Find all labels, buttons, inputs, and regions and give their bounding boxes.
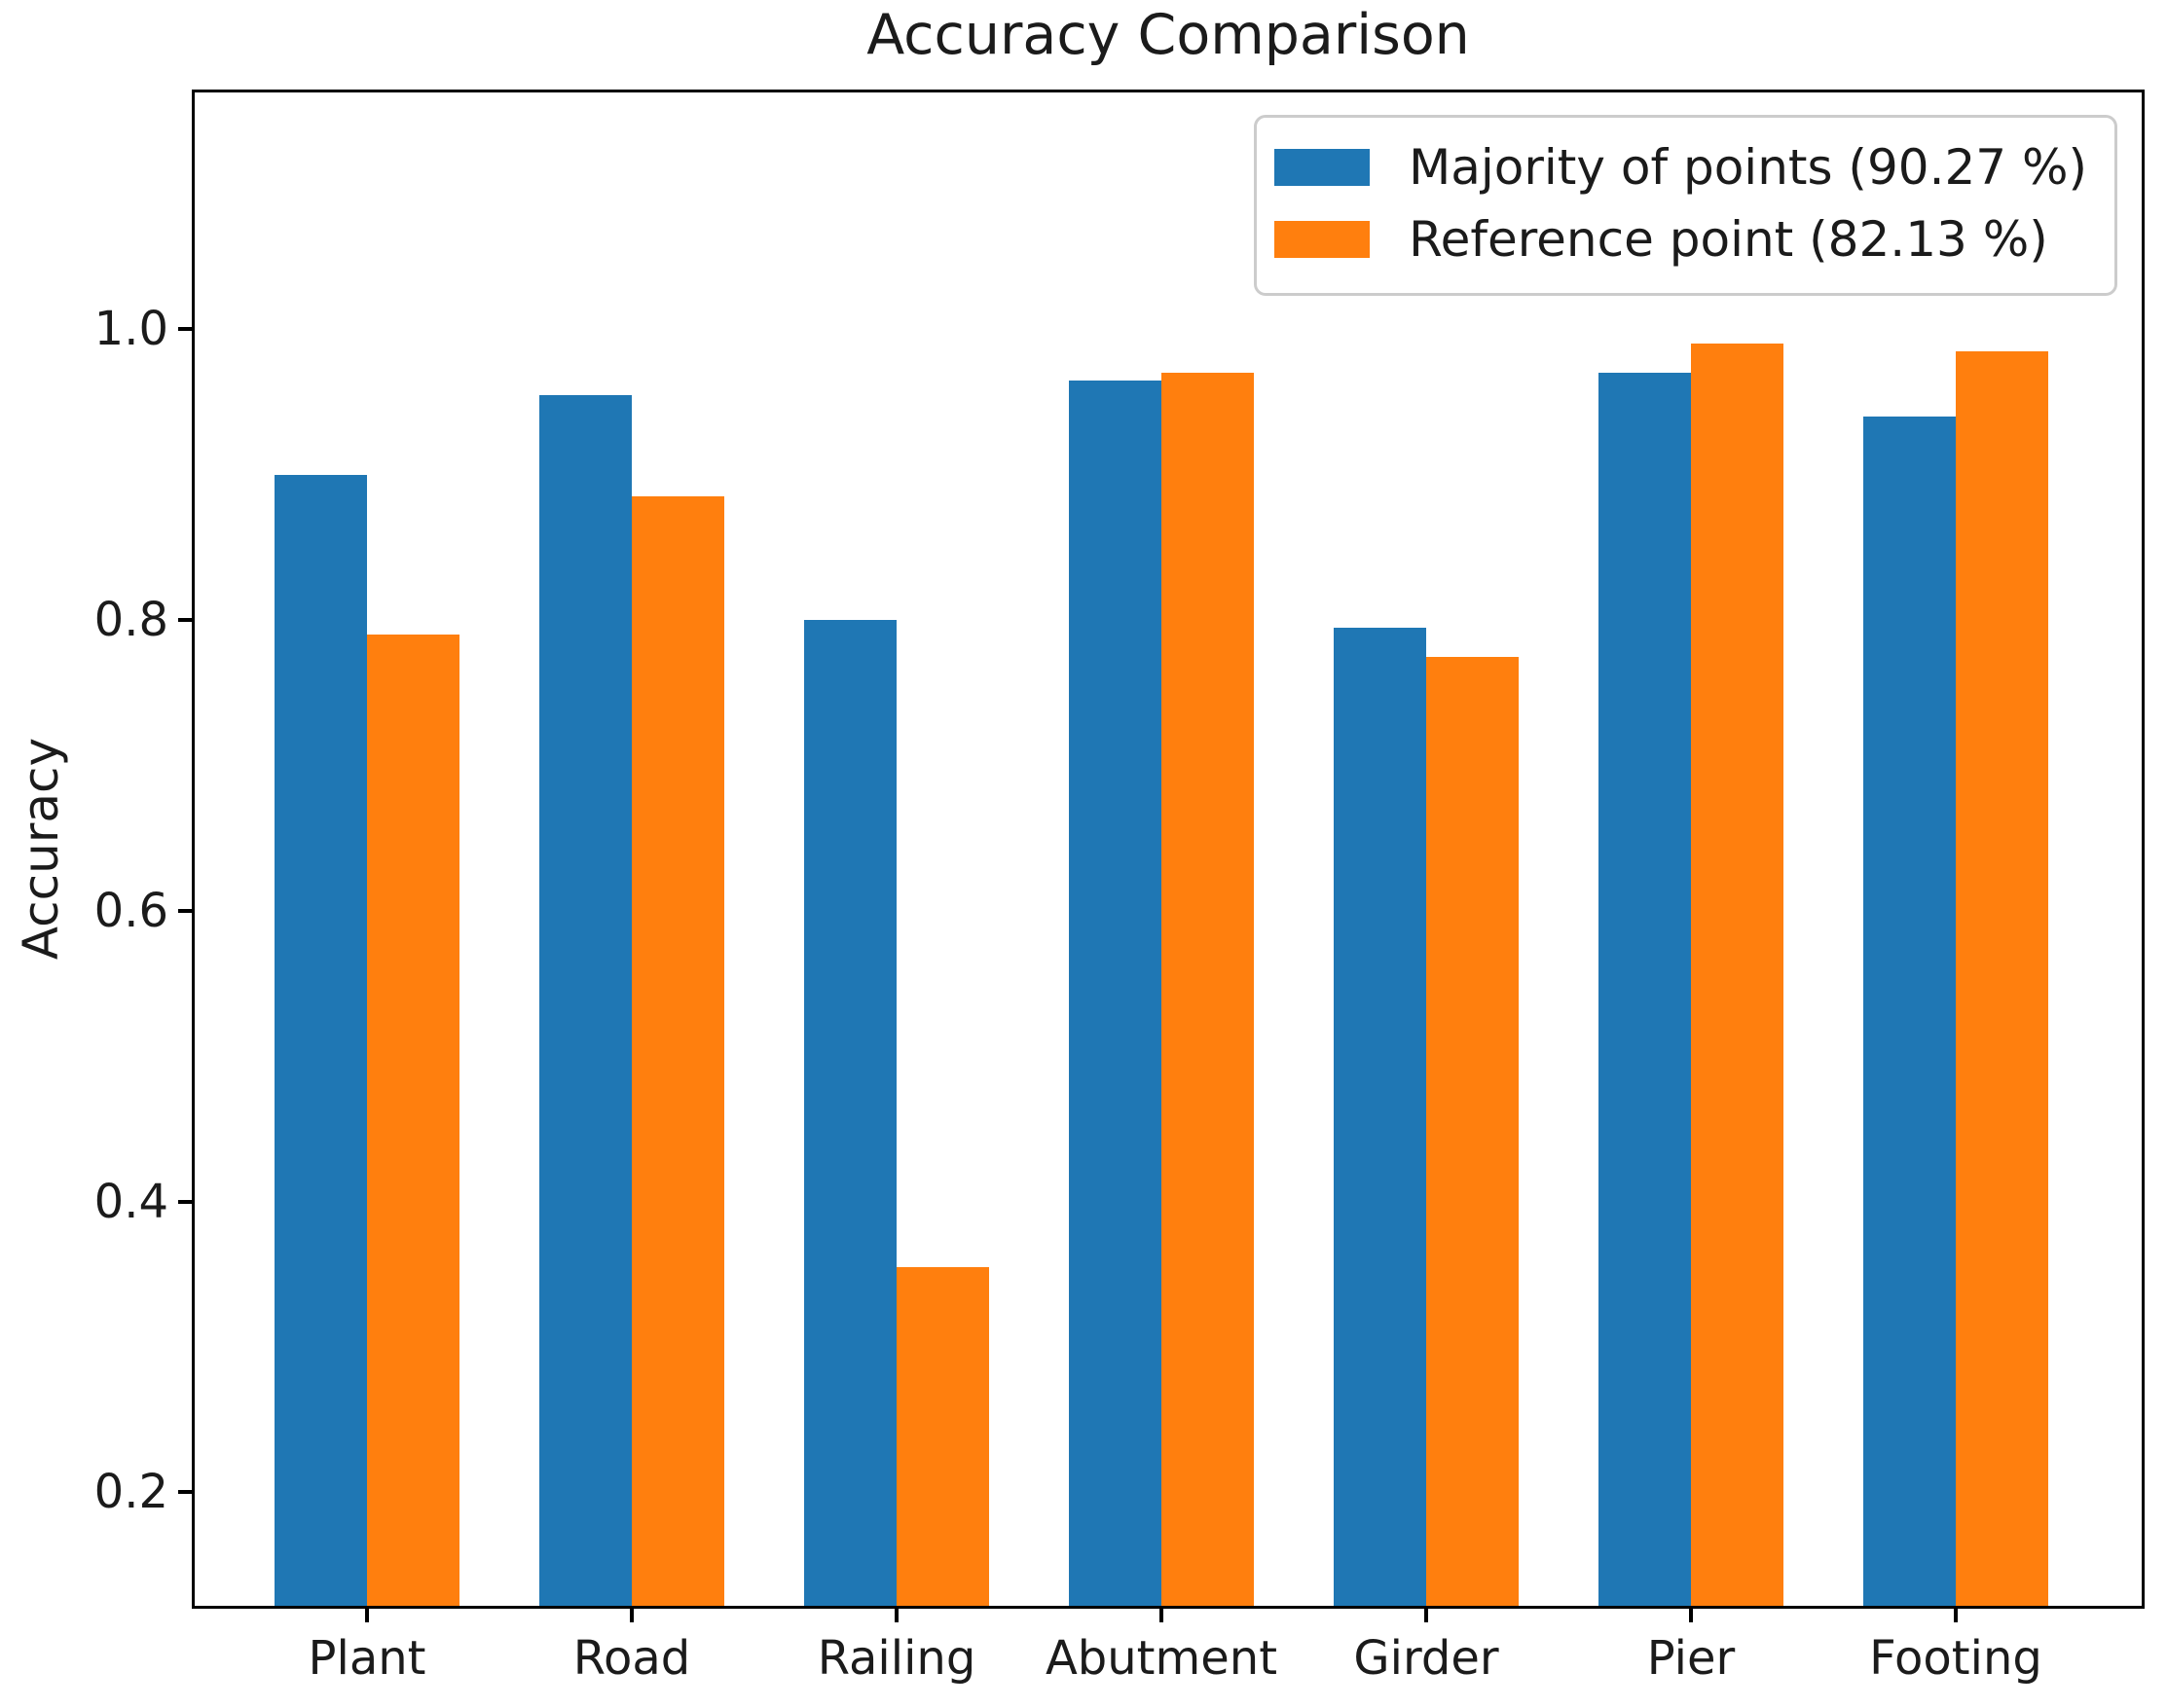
plot-area: Majority of points (90.27 %) Reference p… xyxy=(192,90,2145,1609)
y-tick-mark-0-4 xyxy=(178,1199,192,1204)
legend-swatch-orange-icon xyxy=(1274,221,1371,258)
x-tick-label-road: Road xyxy=(572,1631,691,1686)
x-tick-mark-plant xyxy=(365,1609,369,1622)
legend-label-reference-point: Reference point (82.13 %) xyxy=(1409,211,2048,268)
bar-abutment-reference xyxy=(1161,373,1254,1606)
x-tick-label-abutment: Abutment xyxy=(1045,1631,1278,1686)
y-tick-label-0-2: 0.2 xyxy=(93,1465,168,1520)
legend-swatch-blue-icon xyxy=(1274,149,1371,186)
bar-abutment-majority xyxy=(1069,380,1161,1606)
bar-railing-reference xyxy=(897,1266,989,1606)
y-tick-label-0-8: 0.8 xyxy=(93,593,168,648)
bar-road-reference xyxy=(632,496,724,1606)
y-tick-mark-0-2 xyxy=(178,1490,192,1495)
bar-railing-majority xyxy=(804,620,897,1606)
bar-plant-reference xyxy=(367,635,459,1606)
x-tick-label-plant: Plant xyxy=(308,1631,426,1686)
x-tick-mark-girder xyxy=(1424,1609,1428,1622)
bar-plant-majority xyxy=(275,474,367,1606)
y-tick-mark-0-6 xyxy=(178,908,192,913)
bar-footing-majority xyxy=(1863,417,1956,1606)
chart-title: Accuracy Comparison xyxy=(866,3,1470,67)
legend: Majority of points (90.27 %) Reference p… xyxy=(1254,115,2117,296)
legend-label-majority-of-points: Majority of points (90.27 %) xyxy=(1409,139,2087,196)
bar-footing-reference xyxy=(1956,350,2048,1606)
y-tick-label-1-0: 1.0 xyxy=(93,302,168,357)
bar-pier-reference xyxy=(1691,344,1783,1606)
y-tick-mark-1-0 xyxy=(178,327,192,332)
bar-girder-majority xyxy=(1334,627,1426,1606)
y-tick-label-0-4: 0.4 xyxy=(93,1174,168,1229)
legend-entry-majority-of-points: Majority of points (90.27 %) xyxy=(1274,131,2087,203)
x-tick-label-pier: Pier xyxy=(1646,1631,1736,1686)
y-tick-mark-0-8 xyxy=(178,618,192,623)
x-tick-label-footing: Footing xyxy=(1869,1631,2042,1686)
x-tick-mark-footing xyxy=(1954,1609,1958,1622)
y-tick-label-0-6: 0.6 xyxy=(93,883,168,938)
bar-girder-reference xyxy=(1426,656,1519,1606)
x-tick-mark-abutment xyxy=(1159,1609,1163,1622)
x-tick-mark-pier xyxy=(1689,1609,1693,1622)
x-tick-mark-railing xyxy=(895,1609,899,1622)
bar-road-majority xyxy=(539,394,632,1606)
bar-pier-majority xyxy=(1598,373,1691,1606)
x-tick-label-railing: Railing xyxy=(817,1631,976,1686)
x-tick-mark-road xyxy=(630,1609,634,1622)
legend-entry-reference-point: Reference point (82.13 %) xyxy=(1274,203,2087,275)
x-tick-label-girder: Girder xyxy=(1353,1631,1499,1686)
